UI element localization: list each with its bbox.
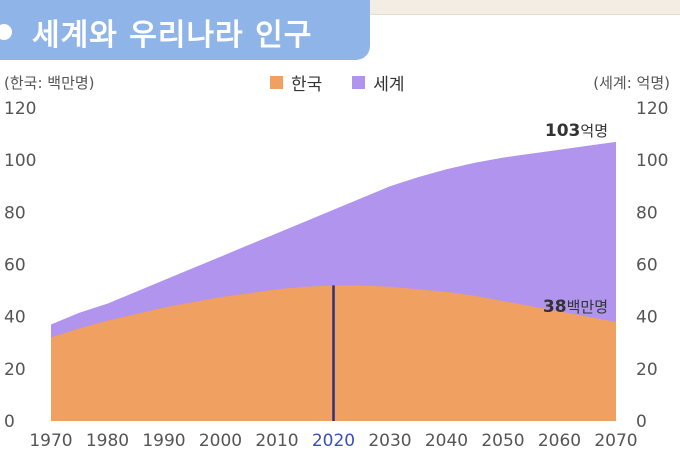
- korea-end-annotation: 38백만명: [543, 297, 608, 317]
- world-end-unit: 억명: [580, 122, 608, 140]
- y-tick-left: 60: [4, 256, 26, 276]
- x-tick: 2050: [481, 431, 524, 451]
- y-tick-right: 120: [636, 99, 668, 119]
- y-tick-left: 40: [4, 308, 26, 328]
- y-tick-left: 0: [4, 412, 15, 432]
- page-title: 세계와 우리나라 인구: [32, 18, 313, 53]
- x-tick: 2070: [594, 431, 637, 451]
- legend-item-world: 세계: [352, 70, 405, 95]
- korea-end-value: 38: [543, 297, 567, 317]
- y-tick-left: 80: [4, 203, 26, 223]
- y-tick-right: 100: [636, 151, 668, 171]
- x-axis: 1970 1980 1990 2000 2010 2020 2030 2040 2050 2060…: [29, 431, 637, 451]
- legend: 한국 세계: [270, 70, 405, 95]
- y-tick-right: 40: [636, 308, 658, 328]
- y-tick-right: 80: [636, 203, 658, 223]
- y-axis-left: 0 20 40 60 80 100 120: [4, 99, 36, 432]
- left-axis-unit: (한국: 백만명): [4, 74, 95, 92]
- x-tick: 2010: [255, 431, 298, 451]
- legend-swatch-world: [352, 76, 366, 89]
- x-tick: 2020: [312, 431, 355, 451]
- title-dot: [0, 24, 12, 40]
- right-axis-unit: (세계: 억명): [593, 74, 670, 92]
- korea-end-unit: 백만명: [567, 298, 608, 316]
- x-tick: 1970: [29, 431, 72, 451]
- y-tick-left: 20: [4, 360, 26, 380]
- x-tick: 2040: [425, 431, 468, 451]
- x-tick: 2060: [538, 431, 581, 451]
- legend-item-korea: 한국: [270, 70, 322, 95]
- x-tick: 1980: [86, 431, 129, 451]
- y-tick-right: 60: [636, 256, 658, 276]
- x-tick: 1990: [142, 431, 185, 451]
- legend-label-korea: 한국: [291, 75, 323, 95]
- y-tick-right: 0: [636, 412, 647, 432]
- world-end-annotation: 103억명: [545, 121, 608, 141]
- y-tick-right: 20: [636, 360, 658, 380]
- legend-swatch-korea: [270, 76, 283, 89]
- x-tick: 2030: [368, 431, 411, 451]
- y-tick-left: 120: [4, 99, 36, 119]
- title-bar: 세계와 우리나라 인구: [0, 0, 370, 60]
- y-tick-left: 100: [4, 151, 36, 171]
- legend-label-world: 세계: [373, 75, 405, 95]
- x-tick: 2000: [199, 431, 242, 451]
- header-strip: [370, 0, 680, 15]
- world-end-value: 103: [545, 121, 581, 141]
- y-axis-right: 0 20 40 60 80 100 120: [636, 99, 668, 432]
